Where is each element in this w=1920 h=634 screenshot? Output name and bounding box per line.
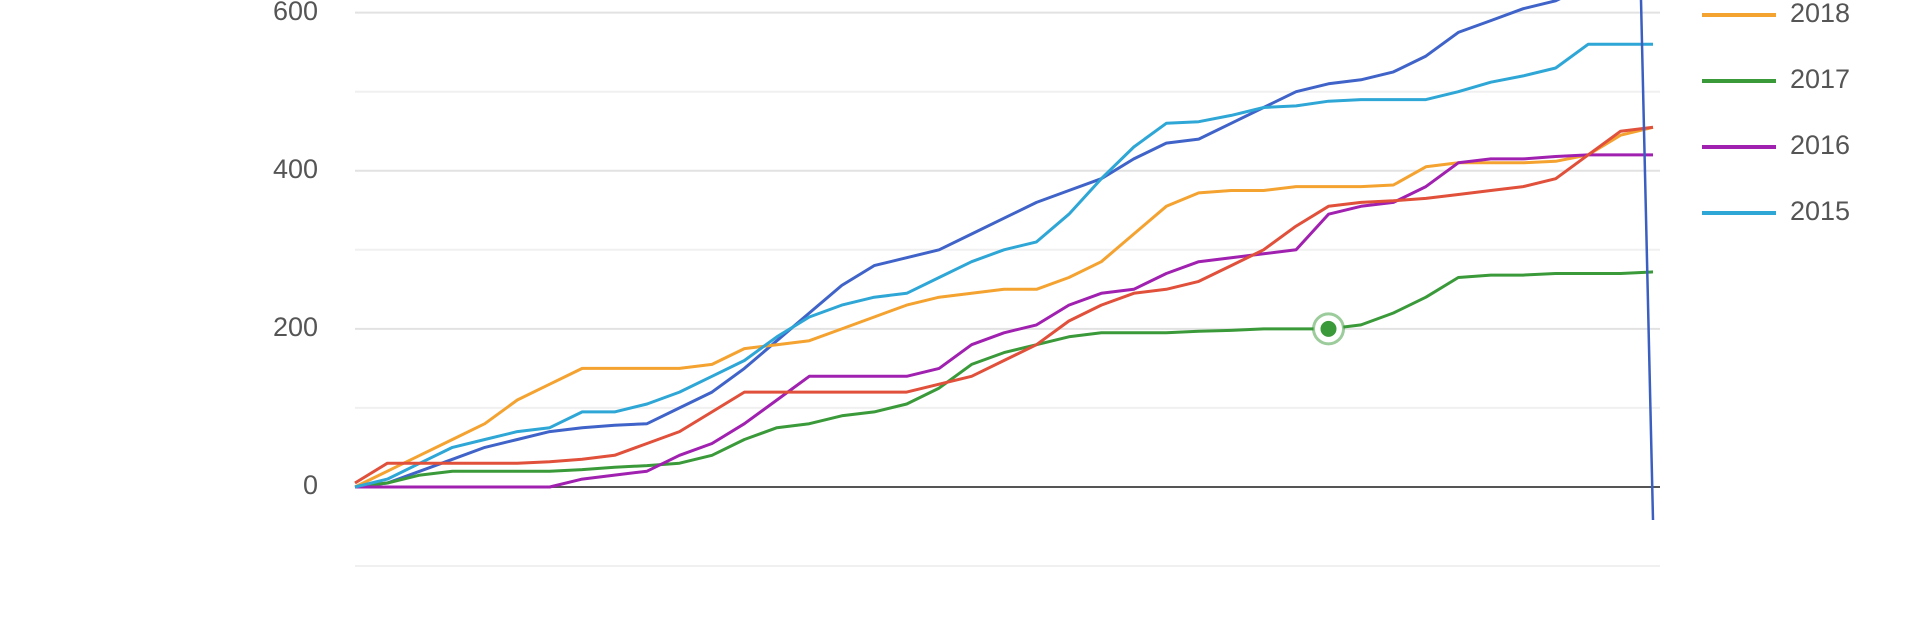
series-line (354, 0, 1561, 489)
legend-label: 2017 (1790, 64, 1850, 94)
highlight-point (1320, 320, 1337, 337)
cursor-line (1639, 0, 1655, 521)
legend: 2018 2017 2016 2015 (1702, 0, 1850, 226)
series-line (354, 125, 1654, 485)
y-tick-label: 200 (273, 312, 318, 342)
y-tick-label: 600 (273, 0, 318, 26)
series-line (355, 153, 1653, 489)
series-line (354, 42, 1653, 489)
series-line (354, 270, 1654, 489)
series-line (354, 125, 1654, 489)
legend-label: 2018 (1790, 0, 1850, 28)
plot-area (354, 0, 1654, 489)
y-tick-label: 0 (303, 470, 318, 500)
y-tick-label: 400 (273, 154, 318, 184)
legend-label: 2015 (1790, 196, 1850, 226)
grid: 0 200 400 600 (273, 0, 1660, 568)
legend-label: 2016 (1790, 130, 1850, 160)
